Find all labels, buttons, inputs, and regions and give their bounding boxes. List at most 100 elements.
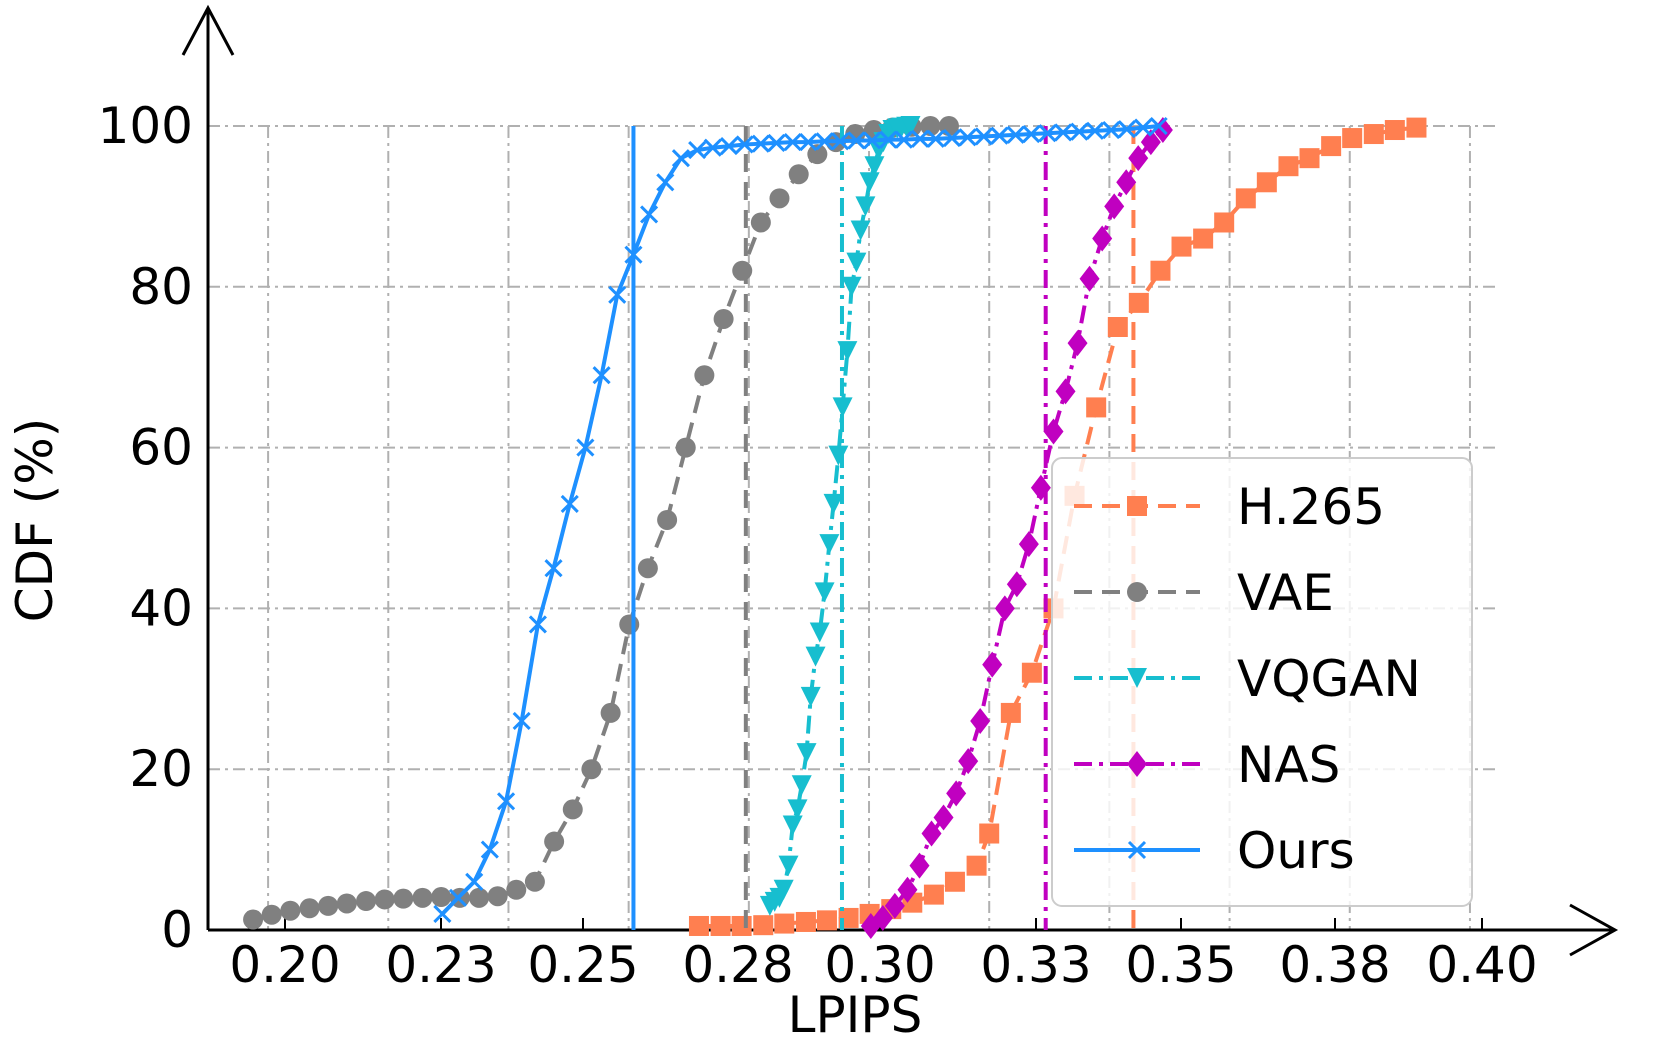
marker-stroke	[751, 134, 770, 153]
data-point	[828, 445, 849, 466]
data-point	[524, 871, 545, 892]
y-tick-label: 80	[129, 258, 193, 316]
marker-stroke	[735, 135, 754, 154]
data-point	[497, 792, 516, 811]
data-point	[921, 820, 942, 847]
data-point	[528, 615, 547, 634]
series-layer	[243, 116, 1427, 939]
marker-stroke	[640, 205, 659, 224]
data-point	[946, 780, 967, 807]
data-point	[773, 879, 794, 900]
data-point	[1043, 418, 1064, 445]
data-point	[318, 895, 339, 916]
marker-stroke	[894, 130, 913, 149]
data-point	[1038, 124, 1057, 143]
data-point	[911, 129, 930, 148]
x-tick-label: 0.23	[385, 936, 496, 994]
data-point	[1079, 265, 1100, 292]
data-point	[506, 879, 527, 900]
data-point	[465, 872, 484, 891]
data-point	[796, 743, 817, 764]
data-point	[1104, 193, 1125, 220]
data-point	[544, 559, 563, 578]
data-point	[894, 130, 913, 149]
marker-stroke	[926, 129, 945, 148]
marker-stroke	[1117, 120, 1136, 139]
data-point	[1342, 128, 1363, 149]
series-nas	[860, 117, 1173, 939]
data-point	[719, 137, 739, 156]
data-point	[783, 133, 802, 152]
data-point	[1030, 474, 1051, 501]
data-point	[791, 775, 812, 796]
x-axis-label: LPIPS	[788, 986, 923, 1038]
data-point	[864, 156, 885, 177]
data-point	[433, 904, 452, 923]
marker-stroke	[688, 141, 707, 160]
x-axis-arrow	[1569, 903, 1619, 957]
data-point	[974, 127, 993, 146]
legend-item: VQGAN	[1074, 650, 1421, 708]
legend-box	[1051, 457, 1473, 907]
data-point	[958, 748, 979, 775]
marker-stroke	[433, 904, 452, 923]
data-point	[816, 910, 837, 931]
marker-stroke	[497, 792, 516, 811]
x-tick-label: 0.38	[1279, 936, 1390, 994]
x-tick-label: 0.33	[980, 936, 1091, 994]
data-point	[819, 534, 840, 555]
data-point	[1018, 531, 1039, 558]
legend-marker	[1127, 496, 1147, 516]
marker-stroke	[879, 130, 898, 149]
data-point	[703, 138, 722, 157]
data-point	[1107, 317, 1128, 337]
x-tick-label: 0.30	[824, 936, 935, 994]
data-point	[640, 205, 659, 224]
data-point	[1133, 118, 1153, 137]
marker-stroke	[512, 711, 531, 731]
data-point	[356, 891, 377, 912]
data-point	[671, 149, 690, 168]
data-point	[778, 855, 799, 876]
marker-stroke	[990, 126, 1009, 145]
marker-stroke	[719, 137, 739, 156]
data-point	[688, 915, 709, 936]
data-point	[809, 622, 830, 643]
data-point	[710, 915, 731, 936]
data-point	[374, 889, 395, 910]
data-point	[243, 909, 264, 930]
data-point	[675, 437, 696, 458]
data-point	[909, 852, 930, 879]
data-point	[1406, 117, 1427, 138]
data-point	[920, 116, 941, 136]
legend-marker	[1127, 751, 1147, 777]
data-point	[619, 614, 640, 635]
marker-stroke	[576, 438, 595, 457]
marker-stroke	[783, 133, 802, 152]
data-point	[1117, 120, 1136, 139]
y-tick-label: 100	[98, 97, 193, 155]
data-point	[831, 132, 850, 151]
data-point	[600, 702, 621, 723]
marker-stroke	[1022, 124, 1041, 144]
x-tick-label: 0.35	[1125, 936, 1236, 994]
data-point	[862, 131, 882, 150]
data-point	[1321, 136, 1342, 157]
marker-stroke	[831, 132, 850, 151]
data-point	[1021, 662, 1042, 683]
data-point	[800, 686, 821, 707]
y-tick-label: 20	[129, 740, 193, 798]
marker-stroke	[1127, 840, 1147, 860]
y-tick-label: 60	[129, 419, 193, 477]
data-point	[657, 509, 678, 530]
data-point	[1363, 124, 1384, 145]
data-point	[933, 804, 954, 831]
data-point	[694, 365, 715, 386]
data-point	[805, 646, 826, 667]
data-point	[1256, 172, 1277, 193]
data-point	[814, 582, 835, 603]
data-point	[774, 913, 795, 934]
y-axis-label: CDF (%)	[6, 418, 64, 623]
marker-stroke	[465, 872, 484, 891]
data-point	[1384, 120, 1405, 141]
